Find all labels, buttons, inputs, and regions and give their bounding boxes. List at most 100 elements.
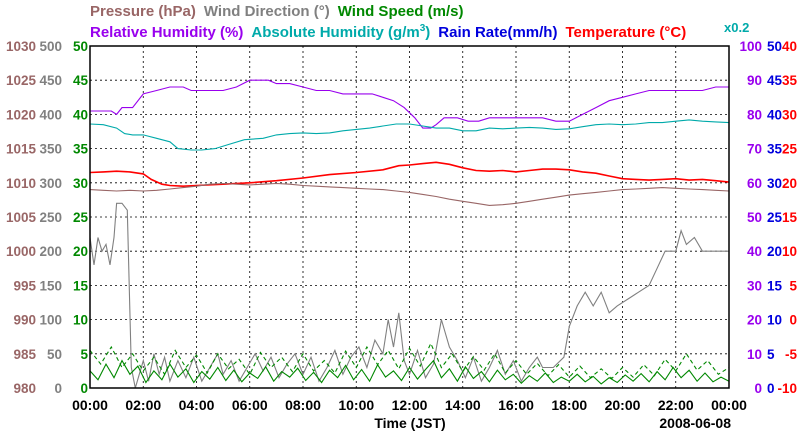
x-tick-label: 14:00 [445,397,481,413]
grid [90,46,729,388]
y-tick-pressure: 1000 [6,244,36,259]
x-tick-label: 00:00 [711,397,747,413]
y-tick-temperature: -5 [785,347,797,362]
y-tick-temperature: 10 [782,244,797,259]
series-line-relative_humidity [90,79,729,129]
y-tick-wind_speed: 15 [73,278,89,293]
series-line-wind_direction [89,202,729,389]
y-tick-temperature: 30 [782,107,797,122]
legend-wind_speed: Wind Speed (m/s) [338,3,464,20]
y-tick-pressure: 1015 [6,142,37,157]
y-tick-wind_direction: 50 [47,347,62,362]
y-tick-wind_speed: 10 [73,313,88,328]
legend-wind_direction: Wind Direction (°) [204,3,330,20]
y-tick-wind_direction: 200 [39,244,62,259]
y-tick-rain_rate: 5 [767,347,775,362]
y-tick-pressure: 980 [13,381,36,396]
date-label: 2008-06-08 [659,415,731,431]
series-line-wind_speed [89,359,730,385]
x-tick-label: 16:00 [498,397,534,413]
series-line-temperature [89,161,730,188]
y-tick-wind_speed: 35 [73,142,89,157]
y-tick-relative_humidity: 60 [747,176,762,191]
y-tick-wind_speed: 0 [80,381,88,396]
y-tick-temperature: -10 [777,381,797,396]
y-tick-rain_rate: 15 [767,278,783,293]
legend: Pressure (hPa) Wind Direction (°) Wind Spe… [90,3,749,41]
y-tick-relative_humidity: 20 [747,313,762,328]
y-tick-wind_direction: 0 [54,381,62,396]
y-tick-temperature: 15 [782,210,798,225]
x-tick-label: 04:00 [179,397,215,413]
y-tick-wind_speed: 25 [73,210,89,225]
y-tick-temperature: 35 [782,73,798,88]
y-tick-rain_rate: 40 [767,107,782,122]
x-tick-label: 20:00 [605,397,641,413]
series-line-absolute_humidity [89,119,730,151]
y-tick-wind_speed: 5 [80,347,88,362]
y-tick-wind_speed: 30 [73,176,88,191]
series-line-wind_speed-max [89,342,730,380]
y-tick-temperature: 25 [782,142,798,157]
y-tick-wind_speed: 40 [73,107,88,122]
legend-pressure: Pressure (hPa) [90,3,196,20]
x-tick-label: 10:00 [338,397,374,413]
y-tick-wind_direction: 150 [39,278,62,293]
y-tick-wind_direction: 300 [39,176,62,191]
y-tick-rain_rate: 35 [767,142,783,157]
legend-relative_humidity: Relative Humidity (%) [90,24,243,41]
x-tick-label: 18:00 [551,397,587,413]
y-tick-pressure: 1025 [6,73,37,88]
legend-temperature: Temperature (°C) [565,24,686,41]
y-tick-wind_direction: 500 [39,39,62,54]
y-tick-relative_humidity: 40 [747,244,762,259]
y-tick-temperature: 0 [789,313,797,328]
y-tick-relative_humidity: 50 [747,210,762,225]
y-tick-pressure: 985 [13,347,36,362]
x-axis-label: Time (JST) [374,415,445,431]
y-tick-wind_speed: 45 [73,73,89,88]
y-tick-rain_rate: 10 [767,313,782,328]
y-tick-wind_direction: 400 [39,107,62,122]
y-tick-pressure: 1005 [6,210,37,225]
y-tick-relative_humidity: 10 [747,347,762,362]
y-tick-pressure: 990 [13,313,36,328]
y-tick-relative_humidity: 90 [747,73,762,88]
y-tick-relative_humidity: 0 [754,381,762,396]
y-tick-wind_direction: 450 [39,73,62,88]
y-tick-rain_rate: 0 [767,381,775,396]
y-tick-pressure: 995 [13,278,36,293]
y-tick-wind_direction: 350 [39,142,62,157]
rain-rate-scale-note: x0.2 [724,20,749,35]
x-tick-label: 00:00 [72,397,108,413]
y-tick-rain_rate: 25 [767,210,783,225]
y-tick-temperature: 40 [782,39,797,54]
y-tick-relative_humidity: 70 [747,142,762,157]
legend-suffix: ) [425,24,430,41]
axes: 1030102510201015101010051000995990985980… [6,39,798,413]
x-tick-label: 02:00 [125,397,161,413]
y-tick-rain_rate: 30 [767,176,782,191]
y-tick-rain_rate: 45 [767,73,783,88]
x-tick-label: 08:00 [285,397,321,413]
y-tick-relative_humidity: 30 [747,278,762,293]
y-tick-pressure: 1030 [6,39,36,54]
y-tick-wind_direction: 250 [39,210,62,225]
y-tick-relative_humidity: 100 [739,39,762,54]
y-tick-pressure: 1010 [6,176,36,191]
legend-superscript: 3 [420,23,426,34]
y-tick-relative_humidity: 80 [747,107,762,122]
y-tick-pressure: 1020 [6,107,36,122]
x-tick-label: 06:00 [232,397,268,413]
series-line-pressure [89,182,730,206]
y-tick-wind_speed: 50 [73,39,88,54]
x-tick-label: 12:00 [392,397,428,413]
y-tick-rain_rate: 50 [767,39,782,54]
legend-rain_rate: Rain Rate(mm/h) [438,24,557,41]
y-tick-wind_direction: 100 [39,313,62,328]
y-tick-temperature: 20 [782,176,797,191]
y-tick-wind_speed: 20 [73,244,88,259]
plot-frame [89,45,730,389]
legend-absolute_humidity: Absolute Humidity (g/m3) [251,23,430,41]
